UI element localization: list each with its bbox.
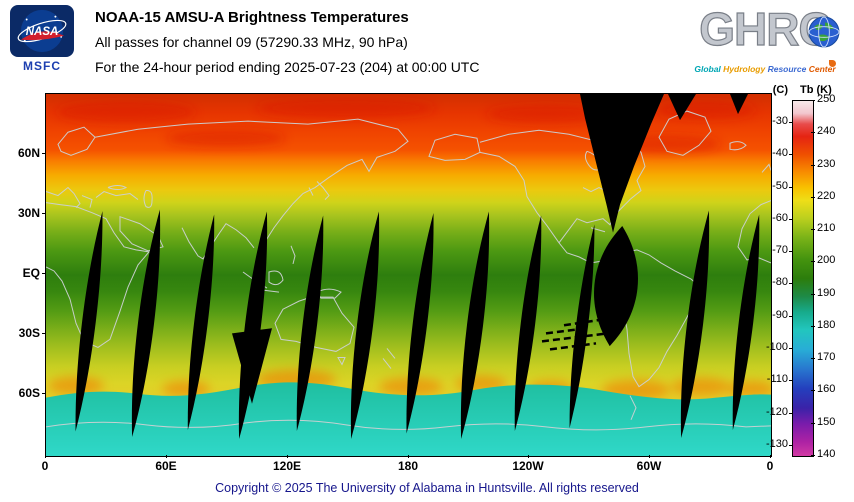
colorbar-c-tick: -90 bbox=[756, 309, 793, 321]
ghrc-logo: GHRC Global Hydrology Resource Center bbox=[680, 2, 850, 80]
lat-label-30n: 30N bbox=[6, 206, 46, 220]
tagline-word: Hydrology bbox=[723, 64, 766, 74]
copyright-notice: Copyright © 2025 The University of Alaba… bbox=[215, 481, 639, 495]
colorbar-k-tick: 160 bbox=[810, 383, 836, 395]
lon-label-60w: 60W bbox=[627, 455, 671, 473]
no-data-swath-gaps bbox=[68, 94, 767, 441]
ghrc-tagline: Global Hydrology Resource Center bbox=[680, 64, 850, 74]
colorbar-c-tick: -40 bbox=[756, 147, 793, 159]
colorbar-c-tick: -70 bbox=[756, 244, 793, 256]
lon-label-120e: 120E bbox=[265, 455, 309, 473]
colorbar-k-tick: 220 bbox=[810, 190, 836, 202]
tagline-word: Center bbox=[808, 64, 836, 74]
colorbar-c-tick: -130 bbox=[756, 438, 793, 450]
colorbar-c-tick: -60 bbox=[756, 212, 793, 224]
lon-label-180: 180 bbox=[386, 455, 430, 473]
colorbar-k-tick: 240 bbox=[810, 125, 836, 137]
tagline-word: Resource bbox=[767, 64, 807, 74]
colorbar-k-tick: 150 bbox=[810, 416, 836, 428]
colorbar-k-tick: 140 bbox=[810, 448, 836, 460]
scan-line-artifacts bbox=[541, 318, 609, 351]
colorbar-c-tick: -100 bbox=[756, 341, 793, 353]
lon-label-0: 0 bbox=[23, 455, 67, 473]
colorbar bbox=[792, 100, 814, 457]
colorbar-c-tick: -120 bbox=[756, 406, 793, 418]
map-canvas bbox=[46, 94, 771, 456]
lat-label-60s: 60S bbox=[6, 386, 46, 400]
globe-icon bbox=[808, 16, 840, 48]
lat-label-eq: EQ bbox=[6, 266, 46, 280]
colorbar-kelvin-header: Tb (K) bbox=[800, 84, 832, 96]
colorbar-k-tick: 210 bbox=[810, 222, 836, 234]
colorbar-k-tick: 170 bbox=[810, 351, 836, 363]
tagline-word: Global bbox=[694, 64, 721, 74]
colorbar-k-tick: 200 bbox=[810, 254, 836, 266]
colorbar-k-tick: 250 bbox=[810, 93, 836, 105]
colorbar-c-tick: -50 bbox=[756, 180, 793, 192]
lat-label-60n: 60N bbox=[6, 146, 46, 160]
colorbar-k-tick: 190 bbox=[810, 287, 836, 299]
msfc-label: MSFC bbox=[23, 59, 61, 73]
colorbar-celsius-header: (C) bbox=[772, 84, 788, 96]
page-title: NOAA-15 AMSU-A Brightness Temperatures bbox=[95, 9, 409, 26]
colorbar-c-tick: -110 bbox=[756, 373, 793, 385]
lon-label-120w: 120W bbox=[506, 455, 550, 473]
colorbar-k-tick: 230 bbox=[810, 158, 836, 170]
page-subtitle: All passes for channel 09 (57290.33 MHz,… bbox=[95, 34, 408, 50]
ghrc-logo-accent bbox=[829, 60, 836, 67]
brightness-temperature-map bbox=[45, 93, 772, 457]
colorbar-c-tick: -80 bbox=[756, 276, 793, 288]
nasa-logo: NASA bbox=[10, 5, 74, 57]
colorbar-c-tick: -30 bbox=[756, 115, 793, 127]
lon-label-0-right: 0 bbox=[748, 455, 792, 473]
nasa-logo-text: NASA bbox=[26, 26, 59, 38]
colorbar-k-tick: 180 bbox=[810, 319, 836, 331]
lon-label-60e: 60E bbox=[144, 455, 188, 473]
nasa-meatball-icon: NASA bbox=[17, 9, 67, 53]
period-line: For the 24-hour period ending 2025-07-23… bbox=[95, 59, 480, 75]
lat-label-30s: 30S bbox=[6, 326, 46, 340]
